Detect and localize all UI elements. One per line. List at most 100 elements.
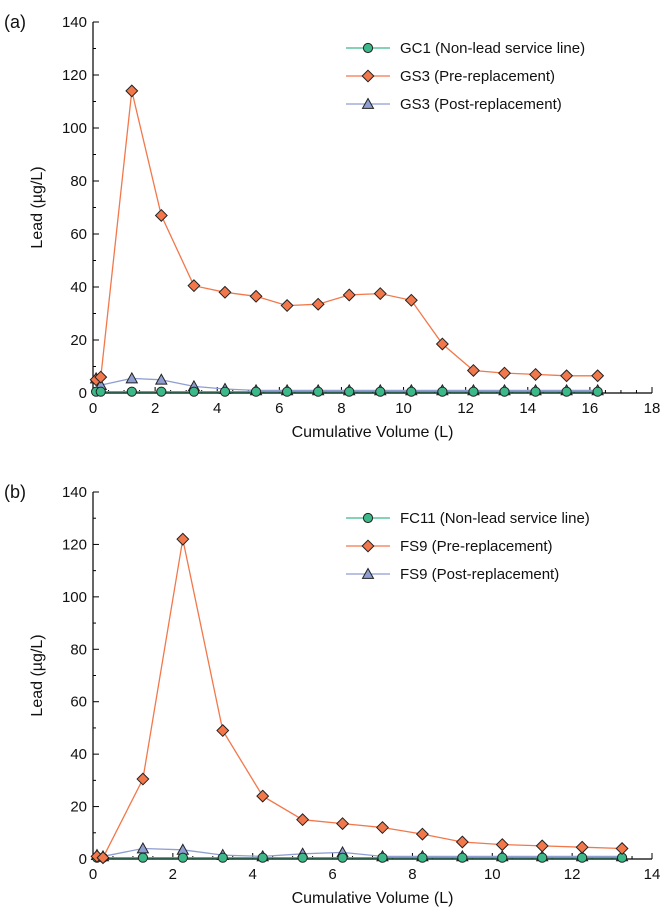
series-circle-0: [91, 852, 628, 863]
data-point: [342, 288, 356, 302]
data-point: [468, 386, 479, 397]
x-tick-label: 8: [408, 866, 416, 883]
y-tick-label: 0: [79, 385, 87, 402]
legend-label: GC1 (Non-lead service line): [400, 40, 585, 57]
data-point: [256, 789, 270, 803]
data-point: [375, 386, 386, 397]
data-point: [457, 852, 468, 863]
data-point: [466, 363, 480, 377]
data-point: [136, 772, 150, 786]
data-point: [455, 835, 469, 849]
data-point: [216, 724, 230, 738]
x-tick-label: 10: [484, 866, 501, 883]
x-tick-label: 14: [519, 400, 536, 417]
data-point: [188, 386, 200, 397]
chart-b: (b) 0 20 40 60 80 100 120 140 0 2 4 6 8 10 12 14 Cumulati…: [4, 482, 661, 907]
data-point: [592, 386, 603, 397]
data-point: [529, 367, 543, 381]
data-point: [280, 299, 294, 313]
x-axis-label: Cumulative Volume (L): [292, 424, 454, 441]
data-point: [96, 851, 110, 865]
x-tick-label: 6: [275, 400, 283, 417]
legend-marker: [362, 512, 374, 524]
x-tick-label: 12: [457, 400, 474, 417]
data-point: [417, 852, 428, 863]
data-point: [94, 370, 108, 384]
series-diamond-1: [90, 532, 629, 865]
x-tick-label: 14: [644, 866, 661, 883]
data-point: [406, 386, 417, 397]
data-point: [187, 279, 201, 293]
data-point: [336, 817, 350, 831]
series-line: [95, 377, 598, 392]
data-point: [125, 371, 139, 384]
data-point: [257, 852, 268, 863]
y-tick-label: 60: [70, 226, 87, 243]
y-axis-label: Lead (µg/L): [29, 634, 46, 716]
panel-label: (a): [4, 12, 26, 32]
y-tick-label: 0: [79, 851, 87, 868]
y-tick-label: 100: [62, 589, 87, 606]
data-point: [95, 386, 106, 397]
data-point: [177, 852, 188, 863]
legend-label: FS9 (Post-replacement): [400, 566, 559, 583]
data-point: [249, 289, 263, 303]
data-point: [497, 366, 511, 380]
data-point: [499, 386, 510, 397]
data-point: [435, 337, 449, 351]
data-point: [219, 386, 231, 397]
data-point: [176, 532, 190, 546]
y-tick-label: 80: [70, 173, 87, 190]
data-point: [537, 852, 548, 863]
y-tick-label: 40: [70, 279, 87, 296]
data-point: [497, 852, 508, 863]
data-point: [154, 208, 168, 222]
x-tick-label: 6: [328, 866, 336, 883]
data-point: [217, 852, 228, 863]
data-point: [561, 386, 572, 397]
y-tick-label: 40: [70, 746, 87, 763]
data-point: [615, 842, 629, 856]
x-tick-label: 0: [89, 400, 97, 417]
data-point: [125, 84, 139, 98]
series-diamond-1: [89, 84, 605, 387]
x-tick-label: 0: [89, 866, 97, 883]
data-point: [535, 839, 549, 853]
legend-marker: [362, 42, 374, 54]
x-tick-label: 8: [337, 400, 345, 417]
legend: FC11 (Non-lead service line) FS9 (Pre-rep…: [346, 510, 590, 583]
legend-label: GS3 (Post-replacement): [400, 96, 562, 113]
data-point: [344, 386, 355, 397]
data-point: [154, 373, 168, 385]
data-point: [577, 852, 588, 863]
series-circle-0: [91, 386, 603, 397]
data-point: [495, 838, 509, 852]
legend-marker: [361, 69, 375, 83]
series-line: [96, 539, 623, 859]
data-point: [311, 297, 325, 311]
x-tick-label: 12: [564, 866, 581, 883]
y-tick-label: 140: [62, 14, 87, 31]
data-point: [404, 293, 418, 307]
data-point: [281, 386, 293, 397]
data-point: [337, 852, 348, 863]
data-point: [218, 285, 232, 299]
x-tick-label: 2: [169, 866, 177, 883]
data-point: [297, 852, 308, 863]
y-tick-label: 80: [70, 641, 87, 658]
data-point: [377, 852, 388, 863]
x-tick-label: 16: [582, 400, 599, 417]
data-point: [375, 821, 389, 835]
legend-marker: [361, 97, 375, 109]
y-tick-label: 60: [70, 694, 87, 711]
data-point: [415, 827, 429, 841]
data-point: [136, 841, 150, 854]
data-point: [137, 852, 149, 863]
data-point: [560, 369, 574, 383]
data-point: [591, 369, 605, 383]
x-tick-label: 4: [249, 866, 257, 883]
chart-a: (a) 0 20 40 60 80 100 120 140 0 2 4 6 8 10 12 14 16 18 Cumu…: [4, 12, 660, 441]
data-point: [250, 386, 262, 397]
x-tick-label: 2: [151, 400, 159, 417]
x-tick-label: 10: [395, 400, 412, 417]
